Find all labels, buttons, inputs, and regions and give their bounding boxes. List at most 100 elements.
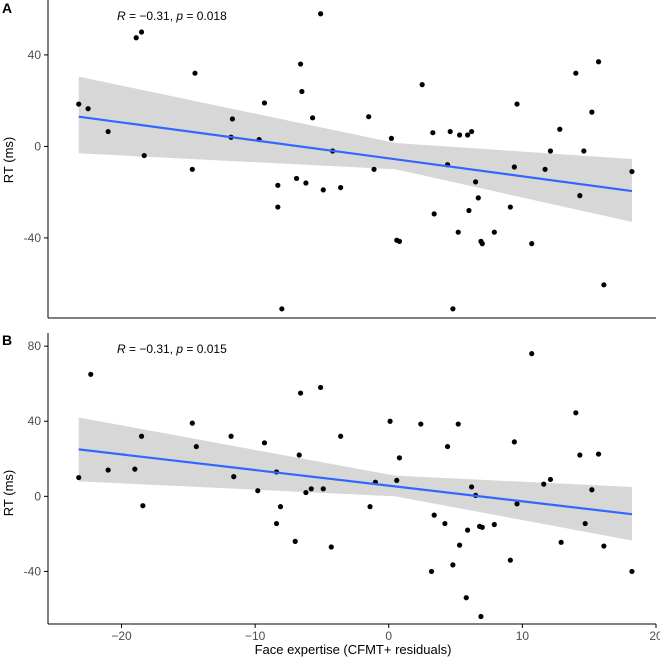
panel-a-data-point xyxy=(581,148,587,154)
panel-b-data-point xyxy=(547,476,554,483)
panel-a-data-point xyxy=(275,182,281,188)
panel-b-data-point xyxy=(367,504,373,510)
panel-a-confidence-band xyxy=(78,76,632,222)
panel-a-data-point xyxy=(371,166,377,172)
panel-b-data-point xyxy=(514,501,520,507)
panel-b-data-point xyxy=(138,433,145,439)
panel-b-data-point xyxy=(463,595,469,601)
panel-b-data-point xyxy=(261,440,268,446)
panel-a-data-point xyxy=(293,175,300,182)
panel-b-x-tick-label: 10 xyxy=(516,629,530,643)
panel-a-data-point xyxy=(557,126,563,132)
panel-a-data-point xyxy=(547,148,554,154)
panel-a-data-point xyxy=(366,114,372,120)
panel-a-data-point xyxy=(388,135,395,142)
panel-b-y-tick-label: -40 xyxy=(24,564,42,578)
panel-a-data-point xyxy=(192,70,198,76)
panel-b-data-point xyxy=(296,452,302,458)
panel-b-data-point xyxy=(601,543,607,549)
panel-a-r-label: R xyxy=(117,9,126,23)
panel-a-data-point xyxy=(133,35,139,41)
panel-a-data-point xyxy=(396,238,403,244)
panel-b-data-point xyxy=(558,539,564,545)
panel-a-data-point xyxy=(76,101,82,107)
panel-a-data-point xyxy=(455,229,461,235)
panel-a-data-point xyxy=(261,100,268,106)
panel-a-data-point xyxy=(542,166,548,172)
panel-a-data-point xyxy=(511,164,517,170)
panel-b-p-label: p xyxy=(175,342,183,356)
panel-b-data-point xyxy=(582,520,588,527)
panel-b-data-point xyxy=(88,371,94,377)
panel-b-data-point xyxy=(444,443,451,450)
panel-a-data-point xyxy=(491,229,497,235)
panel-b-stats-annotation: R = −0.31, p = 0.015 xyxy=(117,342,227,356)
panel-a-y-tick-label: 40 xyxy=(28,48,42,62)
panel-b-y-tick-label: 0 xyxy=(34,489,41,503)
panel-a-data-point xyxy=(105,128,111,135)
panel-b-label: B xyxy=(2,332,12,348)
panel-b-data-point xyxy=(589,487,595,493)
panel-b-regression-line xyxy=(78,448,633,516)
panel-a-data-point xyxy=(419,82,425,88)
panel-b-y-tick-label: 40 xyxy=(28,414,42,428)
panel-b-data-point xyxy=(573,410,579,416)
panel-b-data-point xyxy=(387,418,393,424)
panel-a-data-point xyxy=(141,152,147,159)
panel-b-data-point xyxy=(308,486,314,492)
panel-b-x-axis-title: Face expertise (CFMT+ residuals) xyxy=(255,642,452,657)
panel-b-data-point xyxy=(328,544,334,550)
panel-a-data-point xyxy=(456,132,463,138)
panel-a-data-point xyxy=(317,11,324,17)
panel-a-data-point xyxy=(430,130,436,136)
panel-b: B R = −0.31, p = 0.015 RT (ms) Face expe… xyxy=(1,332,660,657)
panel-b-data-point xyxy=(255,488,261,494)
panel-b-data-point xyxy=(189,420,195,426)
panel-b-confidence-band xyxy=(78,417,632,541)
panel-a-r-value: = −0.31, xyxy=(126,9,177,23)
panel-b-data-point xyxy=(595,451,602,457)
panel-b-data-point xyxy=(273,520,280,527)
panel-a-y-tick-label: -40 xyxy=(24,231,42,245)
panel-a-data-point xyxy=(431,211,437,217)
panel-b-y-tick-label: 80 xyxy=(28,339,42,353)
panel-b-data-point xyxy=(455,421,461,427)
panel-a-data-point xyxy=(275,204,281,210)
panel-a-data-point xyxy=(479,241,485,247)
panel-b-data-point xyxy=(478,613,484,620)
panel-b-data-point xyxy=(193,443,199,450)
panel-a-p-label: p xyxy=(175,9,183,23)
panel-a-data-point xyxy=(138,29,145,35)
panel-b-data-point xyxy=(228,433,234,439)
panel-a-data-point xyxy=(309,115,316,121)
panel-a-data-point xyxy=(468,128,475,135)
panel-a: A R = −0.31, p = 0.018 RT (ms) 40 0 -40 xyxy=(1,0,656,319)
panel-b-data-point xyxy=(541,481,547,487)
panel-b-data-point xyxy=(464,527,471,533)
panel-a-y-tick-label: 0 xyxy=(34,139,41,153)
panel-a-data-point xyxy=(514,101,520,107)
panel-b-data-point xyxy=(507,557,513,563)
panel-b-data-point xyxy=(396,455,403,461)
panel-a-data-point xyxy=(303,180,309,186)
panel-b-data-point xyxy=(277,504,284,510)
panel-b-data-point xyxy=(231,474,237,480)
panel-a-data-point xyxy=(589,109,595,115)
panel-a-stats-annotation: R = −0.31, p = 0.018 xyxy=(117,9,227,23)
panel-a-data-point xyxy=(189,166,195,172)
panel-a-data-point xyxy=(601,282,607,288)
panel-b-data-point xyxy=(317,384,324,391)
panel-a-data-point xyxy=(577,193,583,199)
panel-b-data-point xyxy=(338,433,344,439)
panel-b-x-tick-label: 0 xyxy=(385,629,392,643)
panel-a-data-point xyxy=(447,128,453,135)
panel-b-data-point xyxy=(491,521,497,528)
panel-b-data-point xyxy=(394,477,400,483)
panel-a-data-point xyxy=(464,132,471,138)
panel-a-data-point xyxy=(507,204,513,210)
panel-b-data-point xyxy=(577,452,583,458)
panel-b-data-point xyxy=(629,568,635,575)
panel-b-data-point xyxy=(428,568,435,575)
panel-b-data-point xyxy=(292,538,298,544)
